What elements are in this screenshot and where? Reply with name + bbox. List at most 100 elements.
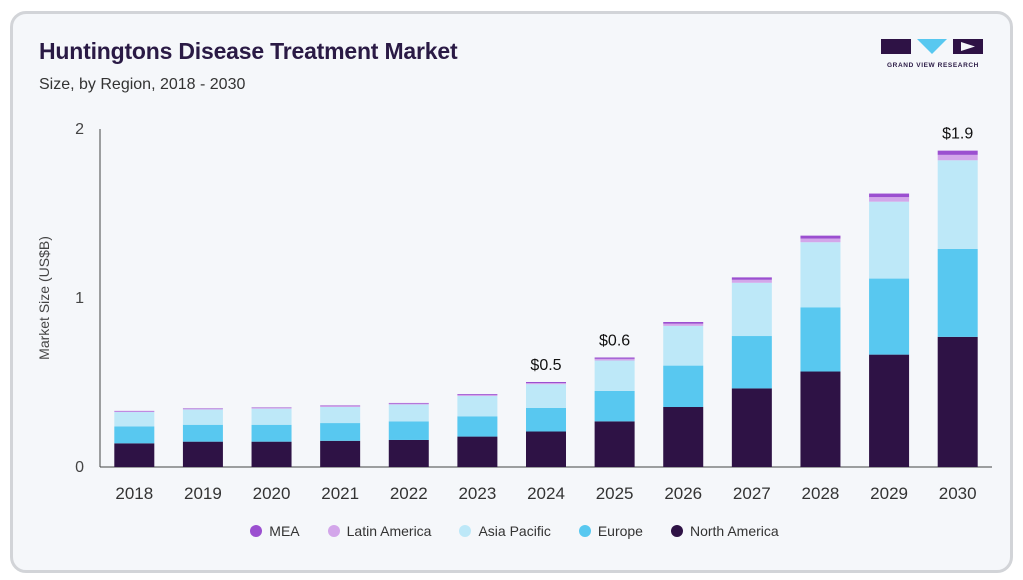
bar-stack-2021 (320, 405, 361, 467)
chart-card: Huntingtons Disease Treatment Market Siz… (10, 11, 1013, 573)
bar-stack-2020 (251, 407, 292, 467)
data-label: $0.6 (599, 332, 630, 349)
bar-segment-asia-pacific (251, 408, 292, 425)
bar-segment-asia-pacific (388, 404, 429, 422)
bar-segment-latin-america (937, 154, 978, 161)
bar-segment-asia-pacific (320, 407, 361, 424)
x-tick-label: 2024 (527, 484, 565, 503)
x-tick-label: 2022 (390, 484, 428, 503)
bar-segment-north-america (114, 443, 155, 467)
bar-stack-2023 (457, 394, 498, 467)
x-tick-label: 2028 (802, 484, 840, 503)
legend-swatch (578, 525, 591, 537)
bar-segment-north-america (869, 354, 910, 467)
bar-segment-europe (731, 336, 772, 389)
bar-segment-europe (937, 248, 978, 337)
bar-segment-north-america (457, 436, 498, 467)
x-tick-label: 2019 (184, 484, 222, 503)
bar-stack-2028 (800, 235, 841, 467)
bar-segment-mea (457, 394, 498, 396)
legend-label: Europe (597, 523, 643, 539)
bar-segment-north-america (388, 439, 429, 467)
legend-label: North America (689, 523, 779, 539)
bar-segment-latin-america (800, 238, 841, 243)
stacked-bar-chart: Market Size (US$B) 0 1 2 2018 2019 2020 2021 2… (36, 121, 992, 503)
x-tick-label: 2020 (253, 484, 291, 503)
bar-segment-asia-pacific (663, 325, 704, 366)
legend-label: MEA (269, 523, 300, 539)
bar-segment-latin-america (526, 383, 566, 385)
bar-segment-latin-america (457, 395, 498, 397)
bar-segment-europe (320, 423, 361, 441)
bar-segment-asia-pacific (457, 396, 498, 417)
x-tick-label: 2027 (733, 484, 771, 503)
bar-segment-mea (937, 150, 978, 155)
logo-triangle (917, 39, 947, 54)
bar-segment-mea (320, 405, 361, 407)
legend: MEA Latin America Asia Pacific Europe North … (13, 523, 1010, 539)
bar-stack-2019 (182, 408, 223, 467)
bar-segment-asia-pacific (594, 360, 635, 391)
bar-segment-latin-america (182, 408, 223, 410)
y-tick-label: 1 (75, 290, 84, 307)
x-tick-label: 2025 (596, 484, 634, 503)
logo-text: GRAND VIEW RESEARCH (887, 62, 979, 69)
legend-swatch (670, 525, 683, 537)
legend-item: Europe (578, 523, 643, 539)
y-axis-label: Market Size (US$B) (36, 236, 52, 360)
bar-segment-asia-pacific (869, 201, 910, 279)
bar-segment-latin-america (388, 403, 429, 405)
bar-segment-latin-america (869, 197, 910, 202)
bar-stack-2030 (937, 150, 978, 467)
logo-block-left (881, 39, 911, 54)
bar-segment-mea (388, 402, 429, 404)
x-tick-label: 2018 (115, 484, 153, 503)
legend-label: Asia Pacific (478, 523, 551, 539)
bar-segment-mea (800, 235, 841, 239)
chart-title: Huntingtons Disease Treatment Market (39, 38, 458, 64)
bar-segment-latin-america (594, 358, 635, 361)
data-label: $1.9 (942, 126, 973, 143)
bar-segment-mea (869, 193, 910, 198)
chart-subtitle: Size, by Region, 2018 - 2030 (39, 76, 246, 93)
bar-segment-north-america (526, 431, 566, 467)
bar-segment-europe (800, 307, 841, 372)
bar-stack-2024 (526, 381, 566, 467)
bar-segment-asia-pacific (800, 242, 841, 308)
bar-segment-asia-pacific (526, 384, 566, 408)
y-tick-label: 2 (75, 121, 84, 138)
bar-segment-latin-america (320, 406, 361, 408)
bar-segment-latin-america (731, 279, 772, 283)
bar-segment-mea (251, 407, 292, 409)
legend-item: Latin America (327, 523, 431, 539)
bar-segment-north-america (320, 440, 361, 467)
legend-item: Asia Pacific (459, 523, 551, 539)
grand-view-research-logo (881, 39, 983, 54)
bar-segment-north-america (800, 371, 841, 467)
bar-segment-latin-america (251, 408, 292, 409)
bars (114, 150, 978, 467)
bar-segment-europe (663, 365, 704, 408)
data-label: $0.5 (530, 357, 561, 374)
bar-segment-europe (114, 426, 155, 444)
bar-segment-north-america (663, 407, 704, 467)
bar-segment-mea (663, 321, 704, 324)
x-tick-label: 2030 (939, 484, 977, 503)
bar-segment-asia-pacific (182, 409, 223, 425)
bar-segment-europe (526, 407, 566, 432)
data-labels: $0.5 $0.6 $1.9 (530, 126, 973, 374)
legend-item: MEA (250, 523, 300, 539)
y-tick-label: 0 (75, 459, 84, 476)
bar-segment-asia-pacific (937, 160, 978, 249)
x-tick-labels: 2018 2019 2020 2021 2022 2023 2024 2025 2026 2027… (115, 484, 976, 503)
bar-segment-mea (114, 410, 155, 412)
x-tick-label: 2021 (321, 484, 359, 503)
legend-swatch (250, 525, 263, 537)
bar-segment-north-america (251, 441, 292, 467)
bar-segment-north-america (182, 441, 223, 467)
bar-stack-2025 (594, 357, 635, 467)
bar-segment-europe (251, 424, 292, 442)
bar-stack-2026 (663, 321, 704, 467)
legend-swatch (459, 525, 472, 537)
bar-segment-latin-america (663, 323, 704, 326)
